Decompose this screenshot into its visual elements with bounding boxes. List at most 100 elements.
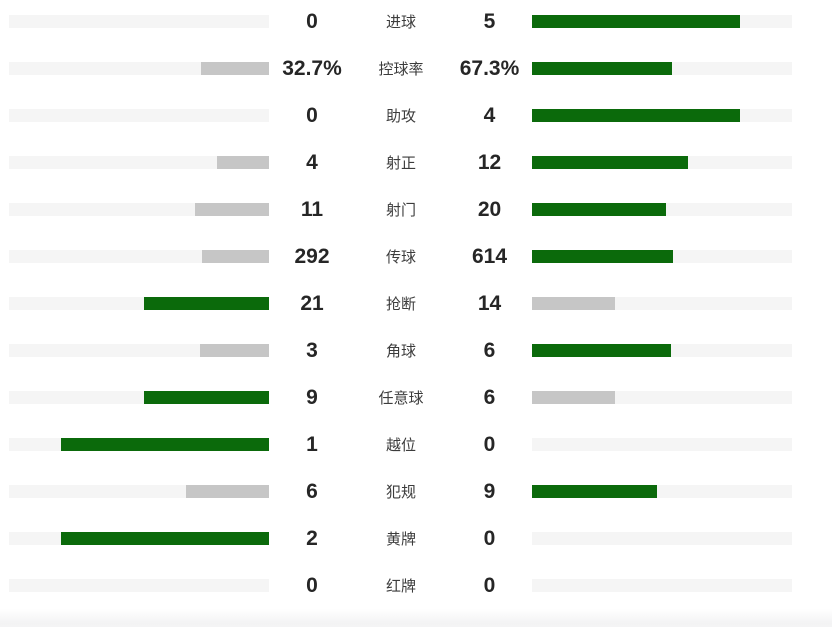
away-bar-track: [532, 62, 792, 75]
home-bar-fill: [199, 344, 269, 357]
home-stat-value: 11: [300, 197, 324, 221]
away-bar-fill: [532, 250, 673, 263]
stat-label: 角球: [385, 343, 416, 360]
home-stat-bar: [9, 485, 269, 498]
stat-row: 3 角球 6: [9, 327, 792, 374]
away-bar-fill: [532, 62, 672, 75]
home-bar-fill: [185, 485, 269, 498]
home-stat-bar: [9, 62, 269, 75]
away-bar-fill: [532, 109, 740, 122]
away-stat-value: 6: [483, 338, 496, 362]
away-stat-value: 14: [477, 291, 502, 315]
home-bar-track: [9, 485, 269, 498]
home-stat-value: 0: [306, 103, 318, 127]
stat-row: 21 抢断 14: [9, 280, 792, 327]
home-stat-value: 292: [294, 244, 330, 268]
stat-row: 4 射正 12: [9, 139, 792, 186]
away-stat-value: 0: [483, 573, 496, 597]
away-bar-track: [532, 250, 792, 263]
home-stat-bar: [9, 109, 269, 122]
home-bar-fill: [61, 438, 269, 451]
stat-label: 进球: [385, 14, 416, 31]
home-stat-bar: [9, 15, 269, 28]
stat-row: 0 助攻 4: [9, 92, 792, 139]
away-bar-fill: [532, 203, 667, 216]
away-stat-value: 4: [483, 103, 496, 127]
away-stat-value: 6: [483, 385, 496, 409]
away-stat-bar: [532, 391, 792, 404]
stat-label: 控球率: [378, 61, 424, 78]
away-stat-bar: [532, 250, 792, 263]
stat-label: 射门: [385, 202, 416, 219]
home-bar-track: [9, 532, 269, 545]
away-stat-value: 20: [477, 197, 502, 221]
away-stat-value: 0: [483, 432, 496, 456]
home-stat-bar: [9, 532, 269, 545]
home-bar-track: [9, 391, 269, 404]
home-bar-fill: [217, 156, 269, 169]
away-stat-bar: [532, 579, 792, 592]
away-bar-track: [532, 391, 792, 404]
home-bar-track: [9, 109, 269, 122]
home-stat-value: 2: [306, 526, 318, 550]
home-bar-fill: [144, 391, 269, 404]
away-bar-track: [532, 344, 792, 357]
home-stat-value: 21: [300, 291, 324, 315]
stat-label: 红牌: [385, 578, 416, 595]
away-stat-value: 12: [477, 150, 502, 174]
home-stat-bar: [9, 438, 269, 451]
home-stat-value: 6: [306, 479, 318, 503]
away-stat-bar: [532, 109, 792, 122]
home-bar-fill: [144, 297, 269, 310]
stat-row: 32.7% 控球率 67.3%: [9, 45, 792, 92]
stat-row: 9 任意球 6: [9, 374, 792, 421]
stat-label: 抢断: [385, 296, 416, 313]
away-stat-bar: [532, 15, 792, 28]
home-stat-value: 9: [306, 385, 318, 409]
away-stat-bar: [532, 438, 792, 451]
away-bar-track: [532, 438, 792, 451]
away-bar-fill: [532, 297, 616, 310]
away-stat-value: 67.3%: [459, 56, 520, 80]
home-bar-track: [9, 438, 269, 451]
away-bar-track: [532, 156, 792, 169]
away-bar-fill: [532, 156, 688, 169]
home-bar-track: [9, 579, 269, 592]
home-bar-track: [9, 297, 269, 310]
stat-row: 1 越位 0: [9, 421, 792, 468]
home-bar-track: [9, 62, 269, 75]
home-bar-fill: [61, 532, 269, 545]
stat-label: 犯规: [385, 484, 416, 501]
stats-rows: 0 进球 5 32.7% 控球率 67.3% 0 助: [9, 0, 792, 597]
stat-label: 射正: [385, 155, 416, 172]
home-bar-track: [9, 344, 269, 357]
away-stat-value: 9: [483, 479, 496, 503]
section-divider: [0, 609, 832, 627]
away-stat-bar: [532, 344, 792, 357]
away-stat-bar: [532, 485, 792, 498]
stat-label: 任意球: [378, 390, 424, 407]
stat-label: 越位: [385, 437, 416, 454]
stat-label: 传球: [385, 249, 416, 266]
away-bar-track: [532, 485, 792, 498]
home-bar-fill: [201, 250, 269, 263]
away-bar-track: [532, 297, 792, 310]
home-stat-value: 0: [306, 573, 318, 597]
home-bar-track: [9, 156, 269, 169]
away-bar-fill: [532, 391, 616, 404]
home-stat-bar: [9, 203, 269, 216]
home-bar-fill: [195, 203, 269, 216]
stat-row: 11 射门 20: [9, 186, 792, 233]
away-bar-track: [532, 532, 792, 545]
away-stat-bar: [532, 203, 792, 216]
away-stat-value: 0: [483, 526, 496, 550]
away-stat-bar: [532, 297, 792, 310]
away-bar-fill: [532, 344, 671, 357]
stat-row: 292 传球 614: [9, 233, 792, 280]
away-stat-value: 614: [471, 244, 508, 268]
home-stat-bar: [9, 579, 269, 592]
stat-label: 黄牌: [385, 531, 416, 548]
stat-row: 0 进球 5: [9, 0, 792, 45]
stat-row: 2 黄牌 0: [9, 515, 792, 562]
